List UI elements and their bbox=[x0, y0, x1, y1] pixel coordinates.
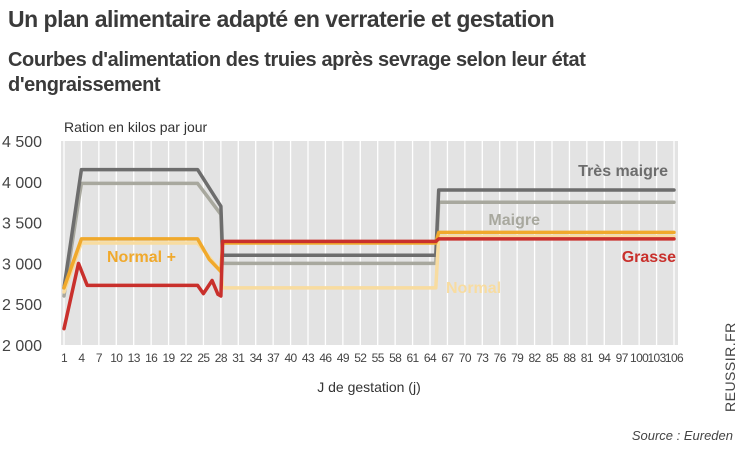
x-tick-label: 106 bbox=[665, 351, 684, 365]
x-tick-label: 103 bbox=[647, 351, 666, 365]
x-tick-label: 25 bbox=[197, 351, 210, 365]
x-tick-label: 81 bbox=[581, 351, 594, 365]
series-label-maigre: Maigre bbox=[488, 212, 540, 229]
x-tick-label: 97 bbox=[616, 351, 629, 365]
x-tick-label: 94 bbox=[598, 351, 611, 365]
x-tick-label: 22 bbox=[180, 351, 193, 365]
x-tick-labels: 1 4 7 10 13 16 19 22 25 28 31 34 37 40 43 46 49 52 55 58 61 6… bbox=[61, 351, 684, 365]
x-tick-label: 70 bbox=[459, 351, 472, 365]
x-tick-label: 31 bbox=[232, 351, 245, 365]
x-tick-label: 58 bbox=[389, 351, 402, 365]
x-tick-label: 4 bbox=[78, 351, 85, 365]
x-tick-label: 40 bbox=[284, 351, 297, 365]
y-tick-label: 2 500 bbox=[2, 297, 42, 314]
x-tick-label: 82 bbox=[528, 351, 541, 365]
x-tick-label: 28 bbox=[215, 351, 228, 365]
x-tick-label: 1 bbox=[61, 351, 68, 365]
x-tick-label: 16 bbox=[145, 351, 158, 365]
x-axis-label: J de gestation (j) bbox=[317, 379, 421, 395]
x-tick-label: 85 bbox=[546, 351, 559, 365]
series-label-normal-plus: Normal + bbox=[107, 249, 176, 266]
x-tick-label: 76 bbox=[494, 351, 507, 365]
x-tick-label: 61 bbox=[406, 351, 419, 365]
x-tick-label: 37 bbox=[267, 351, 280, 365]
x-tick-label: 19 bbox=[162, 351, 175, 365]
y-tick-label: 2 000 bbox=[2, 338, 42, 355]
series-label-tres-maigre: Très maigre bbox=[578, 163, 668, 180]
x-tick-label: 64 bbox=[424, 351, 437, 365]
source-note: Source : Eureden bbox=[632, 428, 733, 443]
y-tick-label: 4 500 bbox=[2, 134, 42, 151]
credit-watermark: REUSSIR.FR bbox=[722, 322, 738, 412]
x-tick-label: 34 bbox=[250, 351, 263, 365]
y-tick-label: 3 000 bbox=[2, 256, 42, 273]
series-label-grasse: Grasse bbox=[622, 249, 676, 266]
y-axis-label: Ration en kilos par jour bbox=[64, 119, 208, 135]
series-label-normal: Normal bbox=[446, 280, 501, 297]
x-tick-label: 100 bbox=[630, 351, 649, 365]
y-tick-label: 4 000 bbox=[2, 175, 42, 192]
x-tick-label: 88 bbox=[563, 351, 576, 365]
x-tick-label: 10 bbox=[110, 351, 123, 365]
x-tick-label: 73 bbox=[476, 351, 489, 365]
y-tick-labels: 2 000 2 500 3 000 3 500 4 000 4 500 bbox=[2, 134, 42, 355]
x-tick-label: 49 bbox=[337, 351, 350, 365]
x-tick-label: 46 bbox=[319, 351, 332, 365]
x-tick-label: 55 bbox=[372, 351, 385, 365]
x-tick-label: 79 bbox=[511, 351, 524, 365]
x-tick-label: 67 bbox=[441, 351, 454, 365]
x-tick-label: 13 bbox=[128, 351, 141, 365]
y-tick-label: 3 500 bbox=[2, 216, 42, 233]
x-tick-label: 43 bbox=[302, 351, 315, 365]
x-tick-label: 7 bbox=[96, 351, 103, 365]
x-tick-label: 52 bbox=[354, 351, 367, 365]
